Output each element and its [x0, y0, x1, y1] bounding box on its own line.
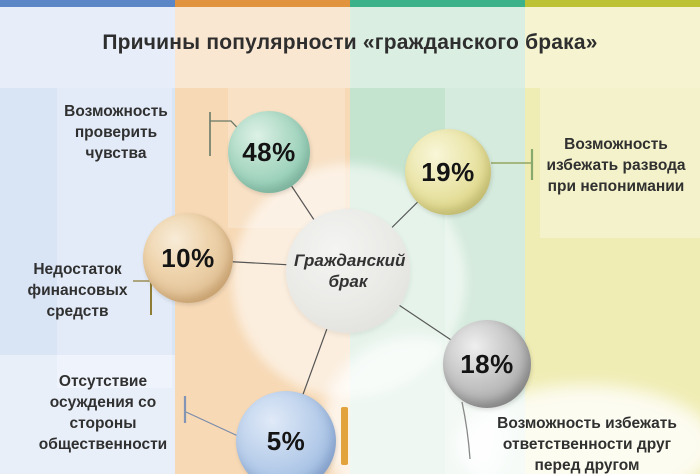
label-line: ответственности друг [502, 435, 672, 453]
bubble-value: 19% [421, 156, 475, 187]
label-line: общественности [38, 435, 168, 453]
label-lack-of-finances: Недостаток финансовых средств [15, 260, 140, 323]
bubble-value: 10% [161, 242, 215, 273]
bubble-avoid-responsibility: 18% [443, 320, 531, 408]
bubble-lack-of-finances: 10% [143, 213, 233, 303]
label-line: осуждения со [49, 393, 157, 411]
bubble-avoid-divorce: 19% [405, 129, 491, 215]
label-line: Недостаток [33, 261, 122, 278]
background-stripe-blue [0, 0, 175, 474]
label-no-public-judgement: Отсутствие осуждения со стороны обществе… [22, 372, 184, 456]
label-line: Возможность [564, 136, 668, 153]
top-accent-yellow [525, 0, 700, 7]
center-node: Гражданский брак [286, 209, 410, 333]
background-light-column [540, 88, 700, 238]
bubble-value: 18% [460, 348, 514, 379]
label-line: стороны [69, 414, 137, 432]
label-line: перед другом [534, 456, 640, 474]
top-accent-orange [175, 0, 350, 7]
page-title: Причины популярности «гражданского брака… [102, 31, 598, 54]
label-line: избежать развода [546, 156, 686, 174]
label-line: чувства [85, 144, 147, 162]
label-line: Возможность [64, 103, 168, 120]
background-light-column [0, 355, 175, 474]
label-check-feelings: Возможность проверить чувства [50, 102, 182, 165]
bubble-value: 5% [266, 425, 306, 456]
label-line: средств [46, 302, 109, 320]
bubble-no-public-judgement: 5% [236, 391, 336, 474]
label-line: при непонимании [547, 177, 685, 195]
center-node-label: Гражданский брак [294, 250, 406, 291]
label-line: Отсутствие [58, 373, 148, 390]
connector-label-5 [185, 411, 239, 437]
top-accent-green [350, 0, 525, 7]
label-avoid-responsibility: Возможность избежать ответственности дру… [478, 414, 696, 474]
accent-bar [341, 407, 348, 465]
background-light-band [0, 7, 700, 88]
label-line: Возможность избежать [497, 415, 677, 432]
label-line: проверить [74, 123, 158, 141]
bubble-value: 48% [242, 136, 296, 167]
connector-18-to-label [461, 401, 471, 460]
label-line: финансовых [27, 281, 128, 299]
bubble-check-feelings: 48% [228, 111, 310, 193]
top-accent-blue [0, 0, 175, 7]
label-avoid-divorce: Возможность избежать развода при непоним… [533, 135, 699, 198]
